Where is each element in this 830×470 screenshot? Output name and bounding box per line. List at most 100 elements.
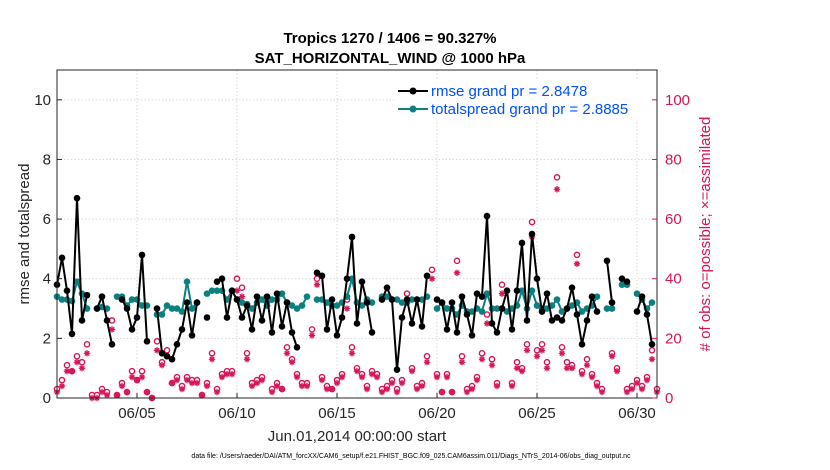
totalspread-point: [483, 290, 491, 297]
totalspread-point: [648, 299, 656, 306]
obs-assimilated-point: [258, 376, 266, 384]
obs-assimilated-point: [373, 373, 381, 381]
rmse-point: [393, 366, 401, 373]
obs-assimilated-point: [138, 373, 146, 381]
rmse-point: [258, 317, 266, 324]
obs-assimilated-point: [103, 391, 111, 399]
totalspread-point: [303, 293, 311, 300]
rmse-point: [153, 305, 161, 312]
totalspread-point: [188, 305, 196, 312]
rmse-point: [388, 296, 396, 303]
left-y-axis-label: rmse and totalspread: [16, 164, 33, 305]
rmse-point: [348, 233, 356, 241]
obs-possible-point: [233, 275, 241, 283]
rmse-point: [123, 305, 131, 312]
totalspread-point: [443, 305, 451, 312]
totalspread-point: [533, 302, 541, 309]
obs-assimilated-point: [303, 382, 311, 390]
obs-assimilated-point: [473, 376, 481, 384]
obs-assimilated-point: [378, 388, 386, 396]
obs-assimilated-point: [463, 388, 471, 396]
obs-assimilated-point: [643, 376, 651, 384]
rmse-point: [103, 317, 111, 324]
rmse-line-segment: [606, 260, 613, 303]
rmse-point: [453, 329, 461, 336]
rmse-point: [158, 349, 166, 357]
obs-assimilated-point: [113, 391, 121, 399]
rmse-point: [603, 257, 611, 265]
totalspread-point: [293, 305, 301, 312]
rmse-point: [643, 311, 651, 318]
rmse-point: [138, 251, 146, 259]
obs-possible-point: [208, 349, 216, 357]
totalspread-point: [578, 308, 586, 315]
obs-possible-point: [73, 352, 81, 360]
rmse-point: [343, 275, 351, 283]
rmse-point: [228, 287, 236, 294]
totalspread-point: [558, 308, 566, 315]
x-tick-label: 06/10: [218, 405, 256, 422]
rmse-point: [73, 194, 81, 202]
obs-assimilated-point: [418, 382, 426, 390]
rmse-point: [173, 341, 181, 348]
rmse-point: [568, 284, 576, 291]
obs-assimilated-point: [628, 385, 636, 393]
totalspread-point: [173, 305, 181, 312]
totalspread-point: [138, 302, 146, 309]
obs-assimilated-point: [313, 281, 321, 288]
rmse-point: [203, 314, 211, 321]
rmse-point: [448, 299, 456, 306]
right-y-tick-label: 20: [665, 330, 682, 347]
rmse-point: [408, 320, 416, 327]
obs-possible-point: [138, 367, 146, 375]
rmse-point: [318, 272, 326, 280]
obs-assimilated-point: [198, 391, 206, 399]
rmse-point: [168, 355, 176, 363]
obs-assimilated-point: [368, 370, 376, 378]
obs-possible-point: [648, 346, 656, 354]
rmse-line-segment: [436, 216, 598, 345]
obs-assimilated-point: [123, 388, 131, 396]
obs-assimilated-point: [593, 382, 601, 390]
rmse-point: [143, 338, 151, 345]
totalspread-series: [53, 275, 656, 318]
rmse-point: [243, 302, 251, 309]
x-tick-label: 06/30: [618, 405, 656, 422]
obs-possible-point: [243, 349, 251, 357]
obs-assimilated-point: [293, 373, 301, 381]
rmse-point: [68, 330, 76, 338]
rmse-point: [83, 291, 91, 299]
right-y-tick-label: 0: [665, 390, 673, 407]
rmse-point: [593, 308, 601, 315]
rmse-point: [263, 293, 271, 300]
obs-assimilated-point: [353, 367, 361, 375]
rmse-point: [463, 311, 471, 318]
rmse-point: [493, 329, 501, 336]
obs-assimilated-point: [178, 385, 186, 393]
obs-assimilated-point: [318, 376, 326, 384]
obs-assimilated-point: [433, 373, 441, 381]
totalspread-point: [633, 290, 641, 297]
legend-spread-label: totalspread grand pr = 2.8885: [431, 101, 628, 118]
obs-assimilated-point: [78, 364, 86, 372]
totalspread-point: [398, 299, 406, 306]
rmse-point: [108, 341, 116, 348]
obs-assimilated-point: [73, 359, 81, 366]
rmse-point: [128, 326, 136, 333]
obs-assimilated-point: [223, 370, 231, 378]
rmse-point: [403, 296, 411, 303]
rmse-point: [498, 305, 506, 312]
rmse-point: [553, 314, 561, 321]
left-y-tick-label: 10: [34, 92, 51, 109]
rmse-point: [648, 341, 656, 348]
totalspread-point: [288, 302, 296, 309]
left-y-tick-label: 0: [43, 390, 51, 407]
rmse-point: [608, 299, 616, 306]
rmse-point: [78, 317, 86, 324]
obs-assimilated-point: [458, 359, 466, 366]
obs-possible-point: [513, 358, 521, 366]
obs-assimilated-point: [288, 359, 296, 366]
legend-rmse-label: rmse grand pr = 2.8478: [431, 83, 587, 100]
obs-possible-point: [428, 266, 436, 274]
totalspread-point: [128, 296, 136, 303]
